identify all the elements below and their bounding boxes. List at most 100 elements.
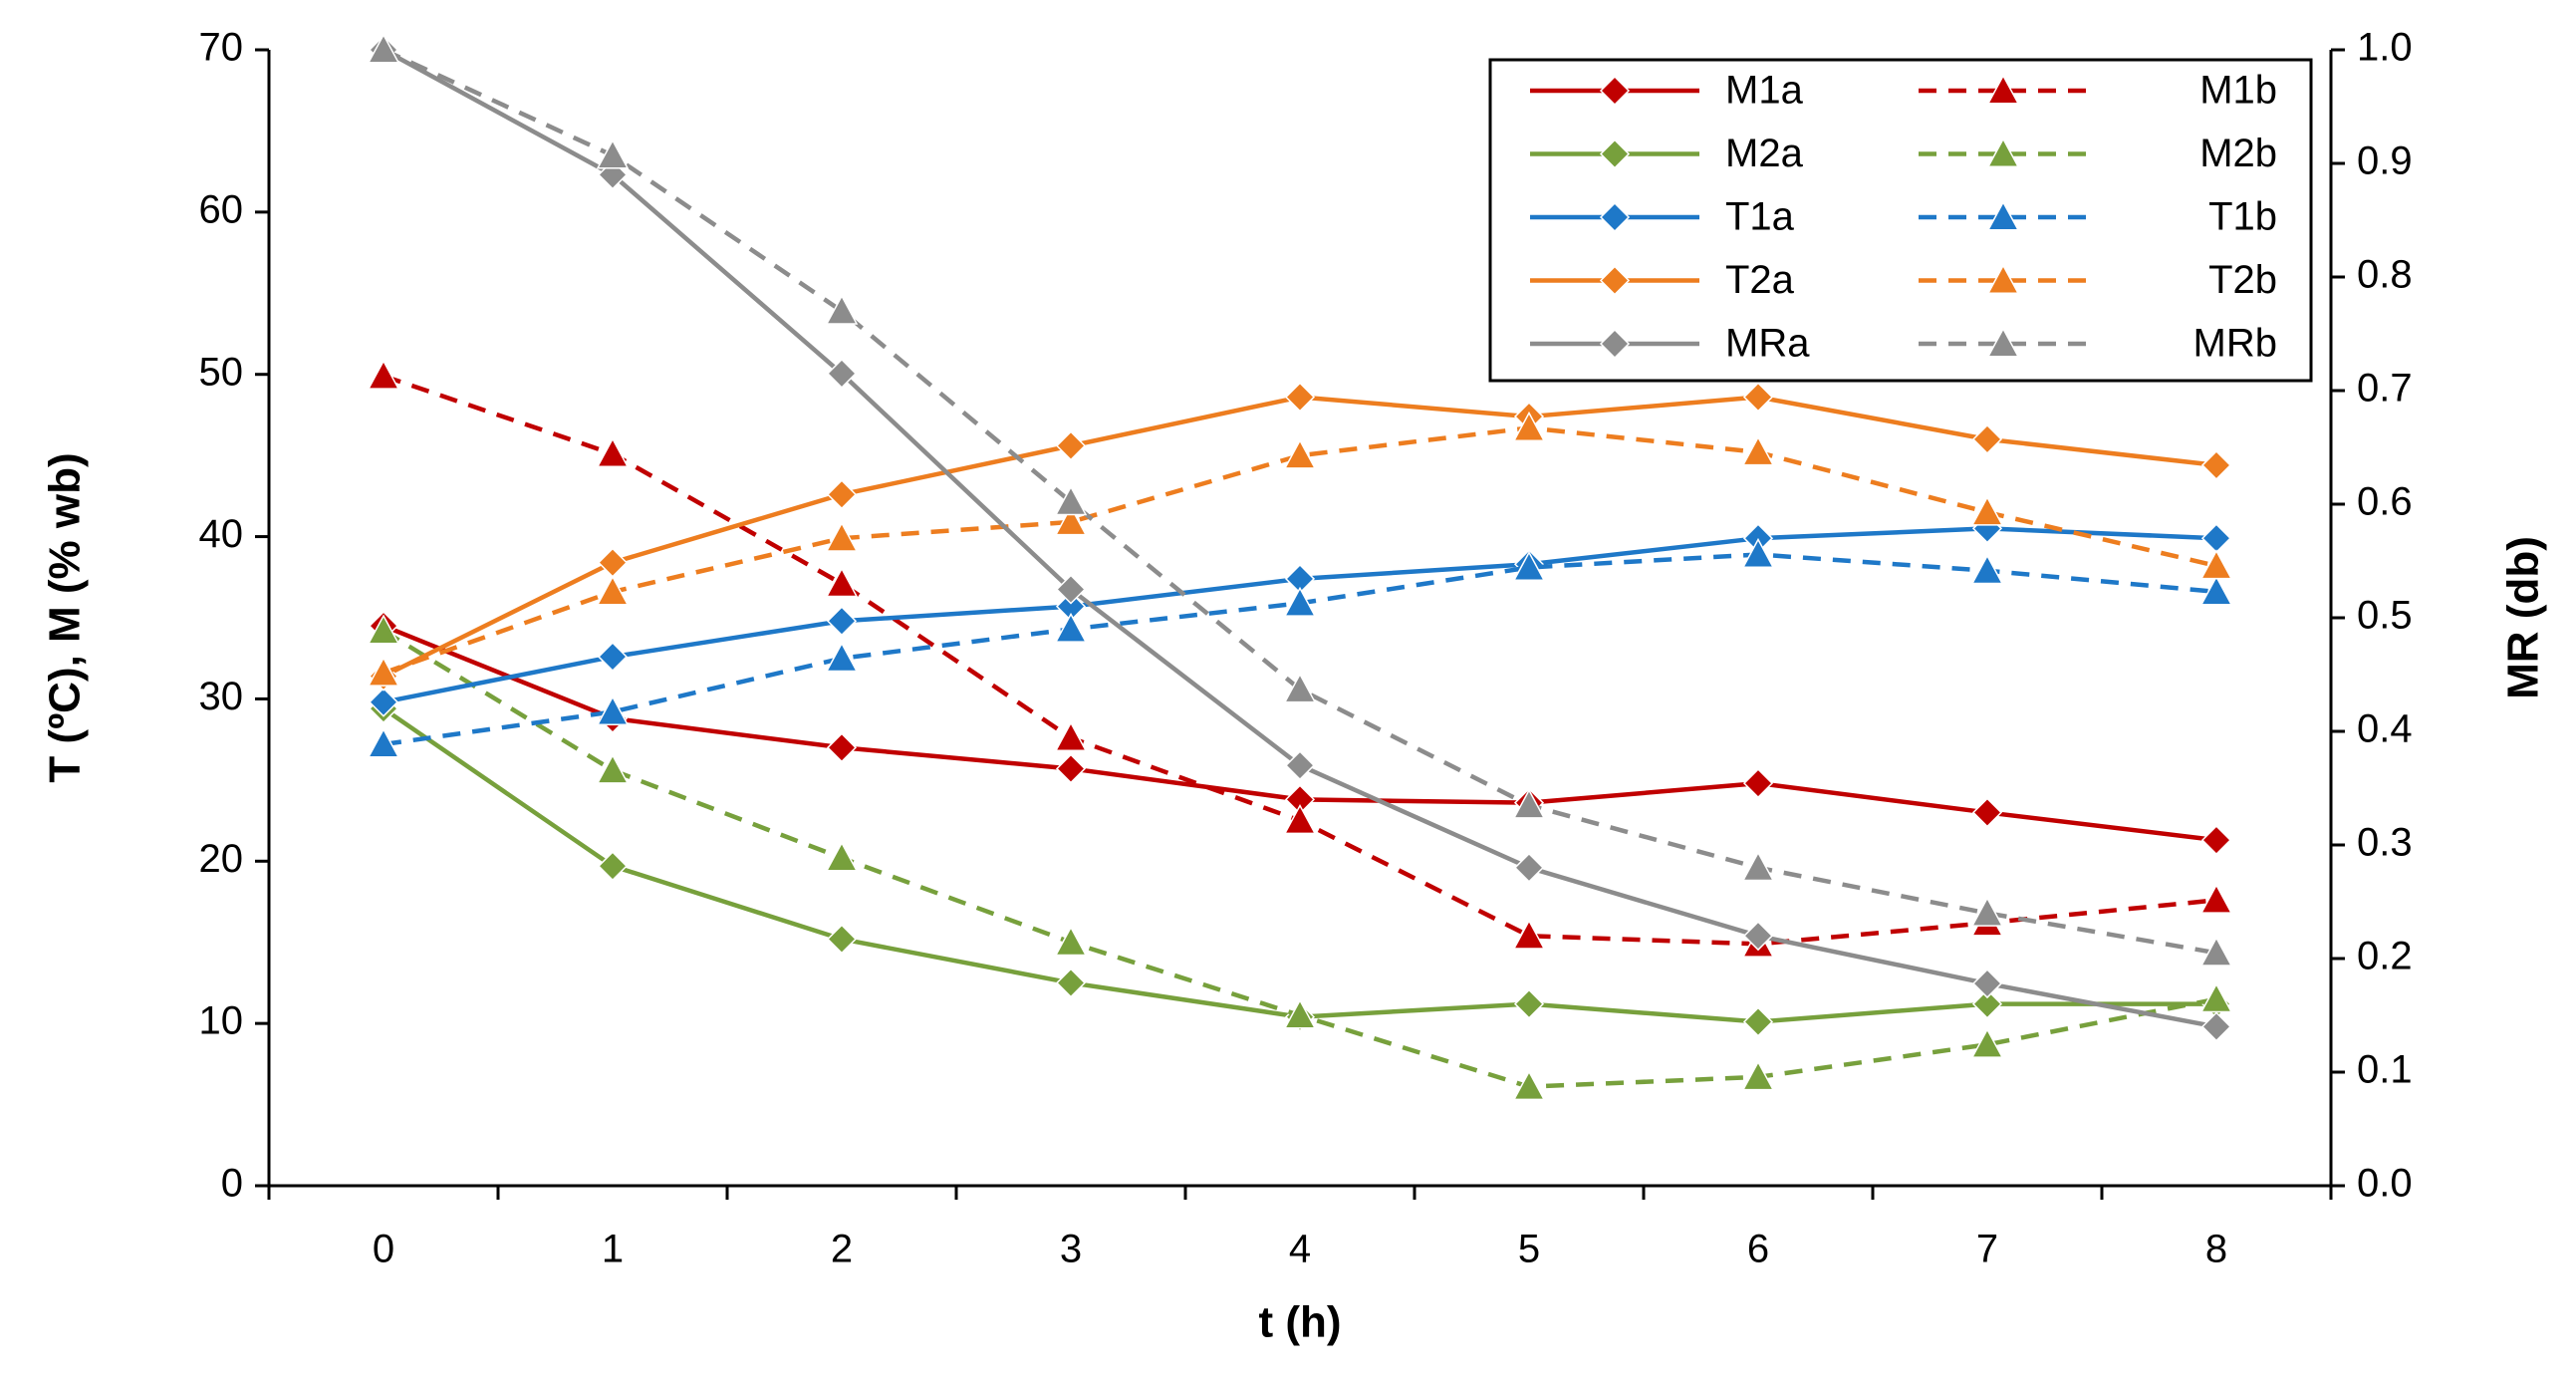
data-point-t1a — [826, 606, 858, 637]
data-point-t1b — [1741, 537, 1775, 568]
series-line-t2a — [383, 395, 2217, 679]
data-point-mra — [1971, 969, 2003, 999]
data-point-t2b — [596, 575, 630, 606]
legend-item-mrb: MRb — [1919, 322, 2277, 366]
data-point-t2b — [1741, 435, 1775, 466]
legend-label: M2b — [2199, 132, 2277, 175]
data-point-mra — [1742, 921, 1774, 952]
data-point-m1a — [1055, 753, 1087, 784]
series-m1b — [367, 359, 2233, 958]
legend-item-m2a: M2a — [1530, 132, 1804, 175]
data-point-m2b — [1512, 1070, 1546, 1101]
data-point-t1b — [1054, 612, 1088, 643]
legend-label: T2b — [2208, 258, 2277, 302]
data-point-m2a — [826, 924, 858, 955]
legend-label: MRa — [1725, 322, 1810, 366]
data-point-t2a — [826, 479, 858, 510]
series-t2b — [367, 411, 2233, 687]
legend-box — [1488, 58, 2313, 383]
axes: 0102030405060700.00.10.20.30.40.50.60.70… — [41, 26, 2548, 1347]
legend-marker — [1986, 74, 2020, 105]
legend-label: T1a — [1725, 195, 1795, 239]
legend-item-t2b: T2b — [1919, 258, 2277, 302]
data-point-mrb — [367, 33, 400, 64]
data-point-m2b — [1970, 1027, 2004, 1058]
data-point-m1a — [2200, 825, 2232, 856]
left-y-tick-label: 40 — [199, 512, 244, 556]
legend-item-m1b: M1b — [1919, 69, 2277, 113]
legend-marker — [1986, 327, 2020, 358]
x-tick-label: 3 — [1060, 1228, 1082, 1271]
data-point-t1b — [1970, 554, 2004, 585]
left-y-tick-label: 0 — [221, 1162, 243, 1206]
series-t1b — [367, 537, 2233, 758]
data-point-mrb — [1512, 788, 1546, 819]
data-point-m2a — [1055, 968, 1087, 998]
data-point-m2b — [1283, 998, 1317, 1029]
series-t2a — [368, 382, 2232, 692]
data-point-t2a — [1055, 430, 1087, 461]
legend-label: M1a — [1725, 69, 1804, 113]
data-point-m2b — [1054, 926, 1088, 957]
data-point-t1b — [825, 642, 859, 673]
right-y-tick-label: 0.6 — [2357, 480, 2413, 524]
data-point-m1b — [367, 359, 400, 390]
left-y-tick-label: 70 — [199, 26, 244, 70]
right-y-tick-label: 1.0 — [2357, 26, 2413, 70]
data-point-m1a — [1971, 797, 2003, 828]
series-m2b — [367, 614, 2233, 1101]
x-tick-label: 4 — [1289, 1228, 1311, 1271]
right-y-tick-label: 0.3 — [2357, 821, 2413, 865]
data-point-mrb — [825, 294, 859, 325]
right-y-tick-label: 0.8 — [2357, 253, 2413, 297]
data-point-t2b — [1283, 438, 1317, 469]
data-point-mra — [1055, 574, 1087, 605]
legend-label: MRb — [2193, 322, 2277, 366]
legend-item-t1b: T1b — [1919, 195, 2277, 239]
data-point-t1a — [597, 642, 629, 673]
legend-item-m1a: M1a — [1530, 69, 1804, 113]
data-point-mrb — [1283, 673, 1317, 703]
data-point-t1b — [596, 694, 630, 725]
x-tick-label: 8 — [2205, 1228, 2227, 1271]
data-point-mra — [826, 358, 858, 389]
data-point-mrb — [1054, 485, 1088, 516]
left-y-tick-label: 30 — [199, 675, 244, 718]
data-point-m2a — [1513, 988, 1545, 1019]
data-point-m2b — [596, 753, 630, 784]
right-y-axis-title: MR (db) — [2499, 536, 2548, 699]
data-point-t2b — [825, 521, 859, 552]
data-point-mra — [2200, 1011, 2232, 1042]
data-point-t2a — [597, 547, 629, 578]
data-point-t2a — [1971, 423, 2003, 454]
left-y-tick-label: 60 — [199, 187, 244, 231]
data-point-m1b — [1283, 803, 1317, 835]
data-point-m1b — [1054, 720, 1088, 752]
data-point-m1a — [1742, 768, 1774, 799]
x-axis-title: t (h) — [1258, 1298, 1341, 1347]
data-point-t1b — [1283, 586, 1317, 617]
data-point-m2b — [367, 614, 400, 645]
data-point-t2b — [367, 656, 400, 687]
data-point-mrb — [2199, 936, 2233, 967]
legend-label: T2a — [1725, 258, 1795, 302]
data-point-mrb — [596, 139, 630, 169]
data-point-t1b — [1512, 550, 1546, 582]
data-point-m2a — [597, 851, 629, 882]
legend-marker — [1599, 265, 1631, 296]
left-y-tick-label: 20 — [199, 837, 244, 881]
x-tick-label: 1 — [602, 1228, 624, 1271]
data-point-t2b — [1970, 495, 2004, 526]
right-y-tick-label: 0.5 — [2357, 594, 2413, 638]
legend-item-m2b: M2b — [1919, 132, 2277, 175]
data-point-m1b — [596, 436, 630, 468]
data-point-mrb — [1970, 896, 2004, 927]
data-point-t2b — [1054, 505, 1088, 536]
legend-label: T1b — [2208, 195, 2277, 239]
data-point-t2b — [1512, 411, 1546, 441]
data-point-t2a — [1742, 382, 1774, 413]
data-point-m2b — [2199, 982, 2233, 1013]
right-y-tick-label: 0.4 — [2357, 707, 2413, 751]
left-y-tick-label: 50 — [199, 350, 244, 394]
series-mra — [368, 34, 2232, 1042]
